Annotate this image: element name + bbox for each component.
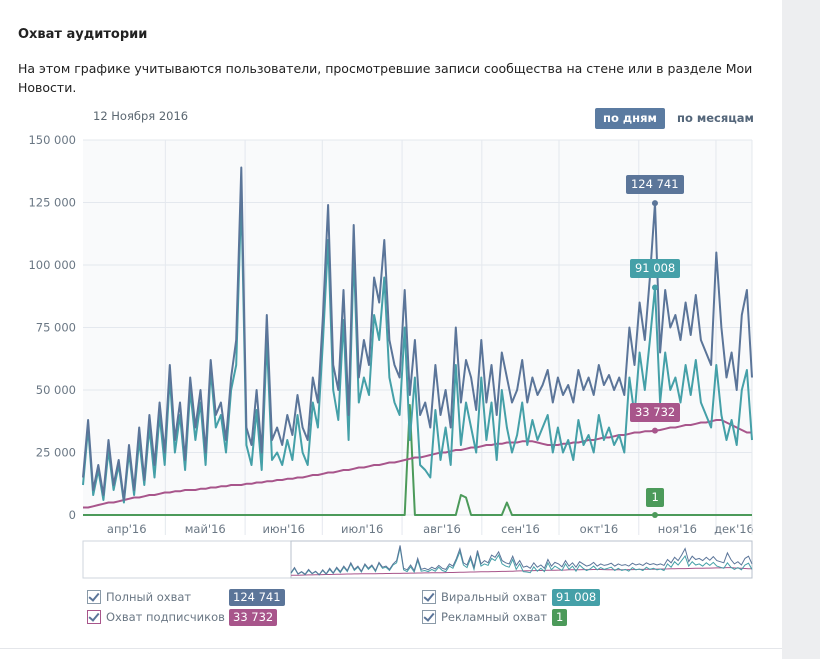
- badge-subscribers: 33 732: [229, 609, 278, 626]
- tooltip-ads: 1: [646, 488, 664, 507]
- marker-total: [651, 200, 658, 207]
- series-line-total: [82, 166, 753, 501]
- selected-date: 12 Ноября 2016: [93, 109, 189, 123]
- legend-total[interactable]: Полный охват: [87, 588, 191, 606]
- x-tick-label: окт'16: [580, 522, 618, 536]
- badge-ads: 1: [552, 609, 568, 626]
- y-tick-label: 100 000: [28, 258, 76, 272]
- legend-label: Полный охват: [106, 590, 192, 604]
- checkbox-subscribers[interactable]: [87, 610, 101, 624]
- x-tick-label: май'16: [185, 522, 226, 536]
- legend-viral[interactable]: Виральный охват: [422, 588, 547, 606]
- by-days-button[interactable]: по дням: [595, 108, 665, 129]
- legend-subscribers[interactable]: Охват подписчиков: [87, 608, 225, 626]
- section-title: Охват аудитории: [18, 27, 148, 42]
- navigator-line-subscribers: [291, 567, 752, 576]
- x-tick-label: апр'16: [107, 522, 147, 536]
- legend-label: Виральный охват: [441, 590, 547, 604]
- x-tick-label: дек'16: [714, 522, 754, 536]
- series-line-subscribers: [83, 419, 752, 509]
- x-tick-label: ноя'16: [658, 522, 697, 536]
- marker-viral: [651, 284, 658, 291]
- checkbox-viral[interactable]: [422, 590, 436, 604]
- checkbox-total[interactable]: [87, 590, 101, 604]
- legend-label: Охват подписчиков: [106, 610, 225, 624]
- badge-viral: 91 008: [552, 589, 601, 606]
- badge-total: 124 741: [229, 589, 285, 606]
- right-sidebar: [782, 0, 820, 659]
- tooltip-subscribers: 33 732: [629, 403, 681, 422]
- tooltip-total: 124 741: [625, 175, 684, 194]
- y-tick-label: 50 000: [36, 383, 76, 397]
- x-tick-label: сен'16: [501, 522, 540, 536]
- navigator-line-viral: [290, 547, 753, 576]
- legend-ads[interactable]: Рекламный охват: [422, 608, 547, 626]
- y-tick-label: 0: [69, 508, 76, 522]
- section-description: На этом графике учитываются пользователи…: [18, 61, 753, 95]
- y-tick-label: 75 000: [36, 321, 76, 335]
- navigator-line-total: [290, 545, 753, 576]
- navigator-selection: [290, 540, 753, 579]
- y-tick-label: 150 000: [28, 133, 76, 147]
- marker-subscribers: [651, 427, 658, 434]
- x-tick-label: июн'16: [262, 522, 304, 536]
- series-line-viral: [82, 194, 753, 504]
- divider: [0, 648, 782, 649]
- checkbox-ads[interactable]: [422, 610, 436, 624]
- x-tick-label: авг'16: [423, 522, 461, 536]
- series-line-ads: [83, 404, 752, 516]
- legend-label: Рекламный охват: [441, 610, 548, 624]
- tooltip-viral: 91 008: [629, 259, 681, 278]
- y-tick-label: 125 000: [28, 196, 76, 210]
- by-months-button[interactable]: по месяцам: [677, 111, 754, 125]
- y-tick-label: 25 000: [36, 446, 76, 460]
- x-tick-label: июл'16: [341, 522, 383, 536]
- marker-ads: [651, 511, 658, 518]
